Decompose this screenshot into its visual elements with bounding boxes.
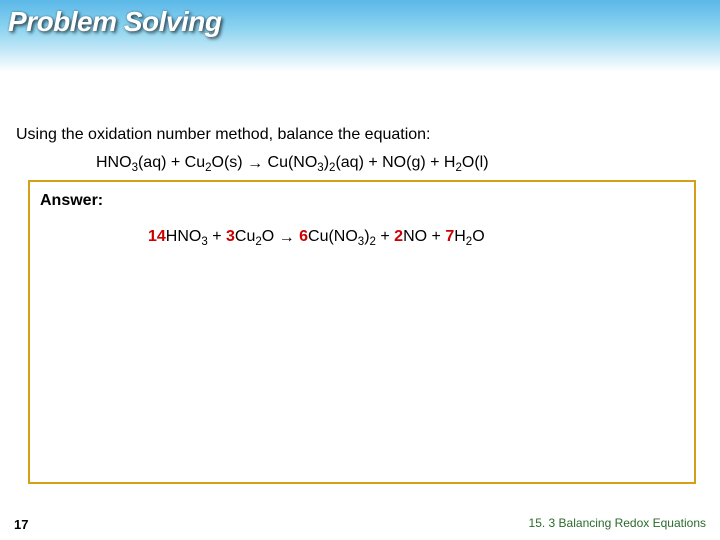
eq-r2b: O(s) — [212, 154, 243, 171]
unbalanced-equation: HNO3(aq) + Cu2O(s) → Cu(NO3)2(aq) + NO(g… — [96, 154, 489, 172]
ans-p3b: O — [472, 228, 484, 245]
coef-5: 7 — [445, 228, 454, 245]
ans-p2: NO — [403, 228, 427, 245]
ans-p3: H — [454, 228, 466, 245]
coef-1: 14 — [148, 228, 166, 245]
eq-arrow: → — [243, 155, 268, 172]
eq-p3: H — [444, 154, 456, 171]
eq-p2: NO(g) — [382, 154, 426, 171]
ans-r1: HNO — [166, 228, 202, 245]
ans-r2b: O — [262, 228, 274, 245]
section-label: 15. 3 Balancing Redox Equations — [529, 516, 706, 530]
ans-plus2: + — [376, 228, 394, 245]
header-word2: Solving — [124, 6, 222, 37]
slide-header: Problem Solving — [0, 0, 720, 72]
coef-4: 2 — [394, 228, 403, 245]
eq-r1-state: (aq) — [138, 154, 166, 171]
eq-p1-state: (aq) — [335, 154, 363, 171]
ans-plus3: + — [427, 228, 445, 245]
coef-3: 6 — [299, 228, 308, 245]
header-word1: Problem — [8, 6, 117, 37]
answer-label: Answer: — [40, 192, 103, 210]
prompt-text: Using the oxidation number method, balan… — [16, 126, 431, 144]
eq-plus1: + — [166, 154, 184, 171]
eq-plus3: + — [426, 154, 444, 171]
ans-arrow: → — [274, 229, 299, 246]
coef-2: 3 — [226, 228, 235, 245]
ans-plus1: + — [208, 228, 226, 245]
page-number: 17 — [14, 517, 28, 532]
header-title: Problem Solving — [8, 6, 221, 38]
balanced-equation: 14HNO3 + 3Cu2O → 6Cu(NO3)2 + 2NO + 7H2O — [148, 228, 485, 246]
ans-r2: Cu — [235, 228, 255, 245]
eq-p3b: O(l) — [462, 154, 489, 171]
eq-plus2: + — [364, 154, 382, 171]
ans-p1: Cu(NO — [308, 228, 358, 245]
eq-r2: Cu — [185, 154, 205, 171]
eq-r1: HNO — [96, 154, 132, 171]
answer-box: Answer: 14HNO3 + 3Cu2O → 6Cu(NO3)2 + 2NO… — [28, 180, 696, 484]
eq-p1: Cu(NO — [268, 154, 318, 171]
